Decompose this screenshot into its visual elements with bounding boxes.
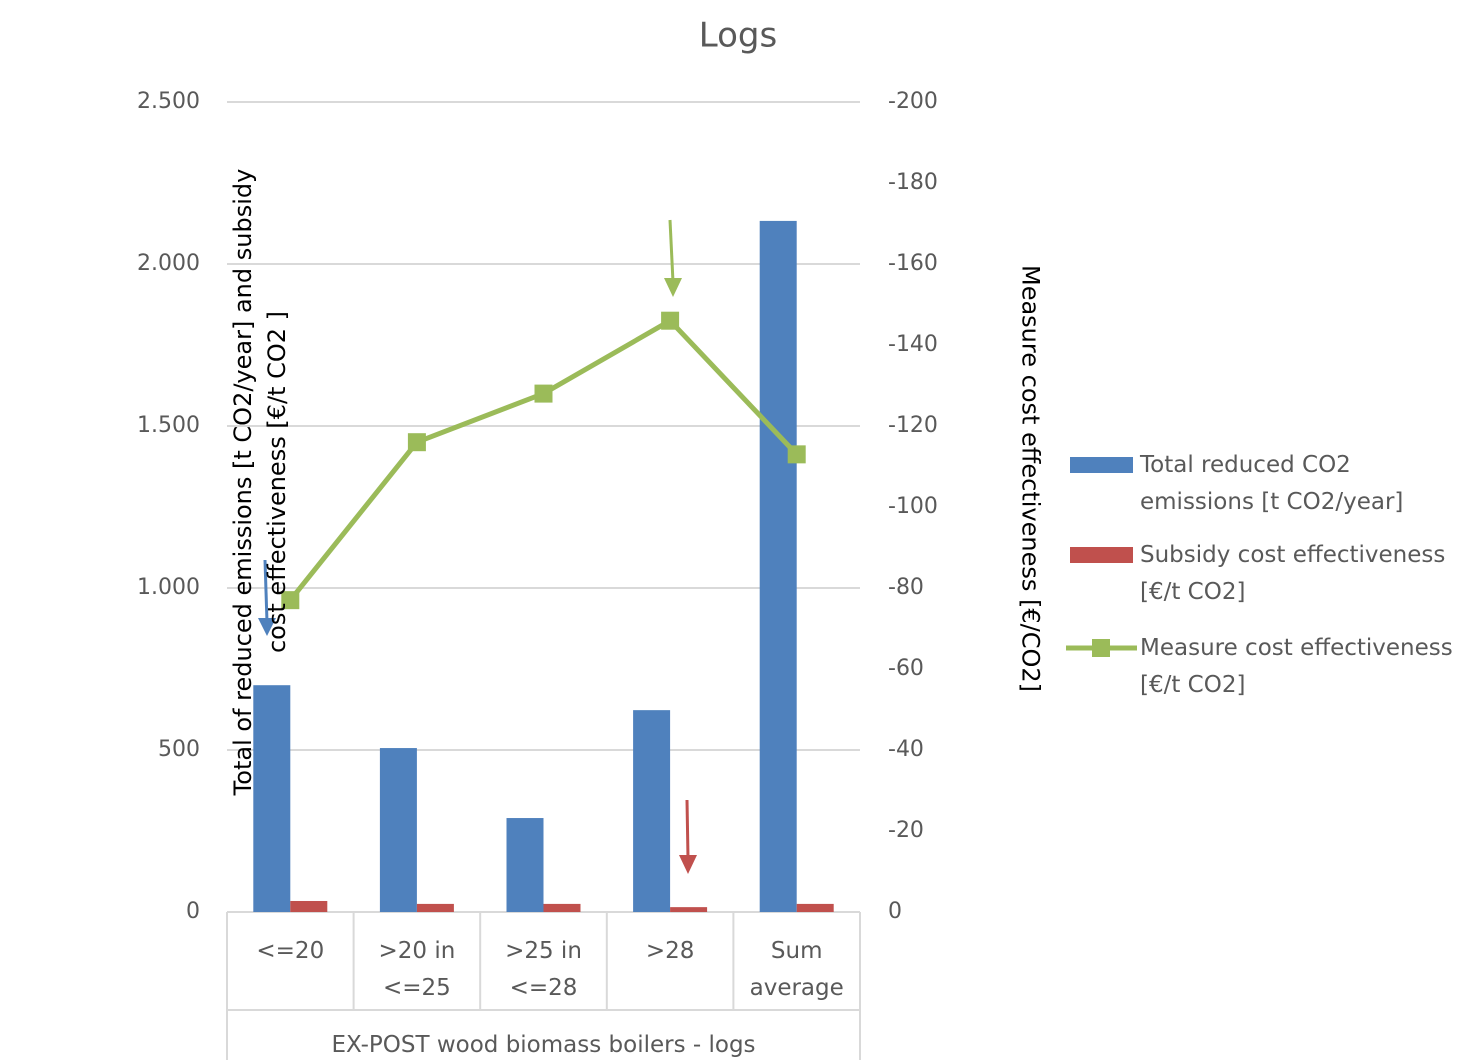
y2-tick-label: -80 [888, 575, 924, 600]
legend-label: Total reduced CO2 emissions [t CO2/year] [1140, 452, 1404, 515]
line-marker [661, 311, 680, 330]
y2-tick-label: -40 [888, 737, 924, 762]
arrow-head [664, 278, 682, 297]
bar [543, 903, 581, 912]
y2-tick-label: -100 [888, 494, 938, 519]
legend-swatch-marker [1092, 639, 1110, 657]
x-tick-label: >28 [645, 938, 695, 964]
bar [759, 220, 797, 912]
bar [670, 907, 708, 912]
bar [796, 903, 834, 912]
y2-tick-label: 0 [888, 899, 902, 924]
legend-swatch [1070, 457, 1133, 473]
bar [290, 900, 328, 912]
legend-label: Measure cost effectiveness [€/t CO2] [1140, 635, 1453, 698]
y2-tick-label: -200 [888, 89, 938, 114]
x-tick-label: >20 in <=25 [378, 938, 456, 1001]
bar [253, 685, 291, 912]
y2-tick-label: -60 [888, 656, 924, 681]
legend-swatch [1070, 547, 1133, 563]
y-tick-label: 2.000 [137, 251, 200, 276]
y-tick-label: 2.500 [137, 89, 200, 114]
x-tick-label: <=20 [256, 938, 325, 964]
y-tick-label: 1.000 [137, 575, 200, 600]
y-tick-label: 500 [158, 737, 200, 762]
chart-title: Logs [699, 16, 777, 56]
annotations [258, 219, 697, 874]
bar [416, 903, 454, 912]
line-marker [281, 591, 300, 610]
line [288, 318, 799, 602]
y2-axis-title: Measure cost effectiveness [€/CO2] [1016, 265, 1045, 692]
y-axis-title: Total of reduced emissions [t CO2/year] … [229, 168, 291, 796]
y2-tick-label: -160 [888, 251, 938, 276]
arrow [263, 559, 269, 623]
arrow [685, 799, 690, 859]
bar [506, 818, 544, 912]
y2-tick-label: -140 [888, 332, 938, 357]
y-tick-label: 1.500 [137, 413, 200, 438]
arrow-head [258, 618, 276, 636]
x-group-label: EX-POST wood biomass boilers - logs [331, 1032, 756, 1058]
x-tick-label: Sum average [749, 938, 844, 1001]
arrow-head [679, 855, 697, 874]
line-marker [534, 384, 553, 403]
bar [633, 710, 671, 912]
x-tick-label: >25 in <=28 [505, 938, 582, 1001]
y2-tick-label: -120 [888, 413, 938, 438]
arrow [668, 219, 675, 283]
y2-tick-label: -20 [888, 818, 924, 843]
bar [379, 748, 417, 912]
y2-tick-label: -180 [888, 170, 938, 195]
legend-label: Subsidy cost effectiveness [€/t CO2] [1140, 542, 1446, 605]
line-marker [407, 433, 426, 452]
y-tick-label: 0 [186, 899, 200, 924]
line-marker [787, 445, 806, 464]
